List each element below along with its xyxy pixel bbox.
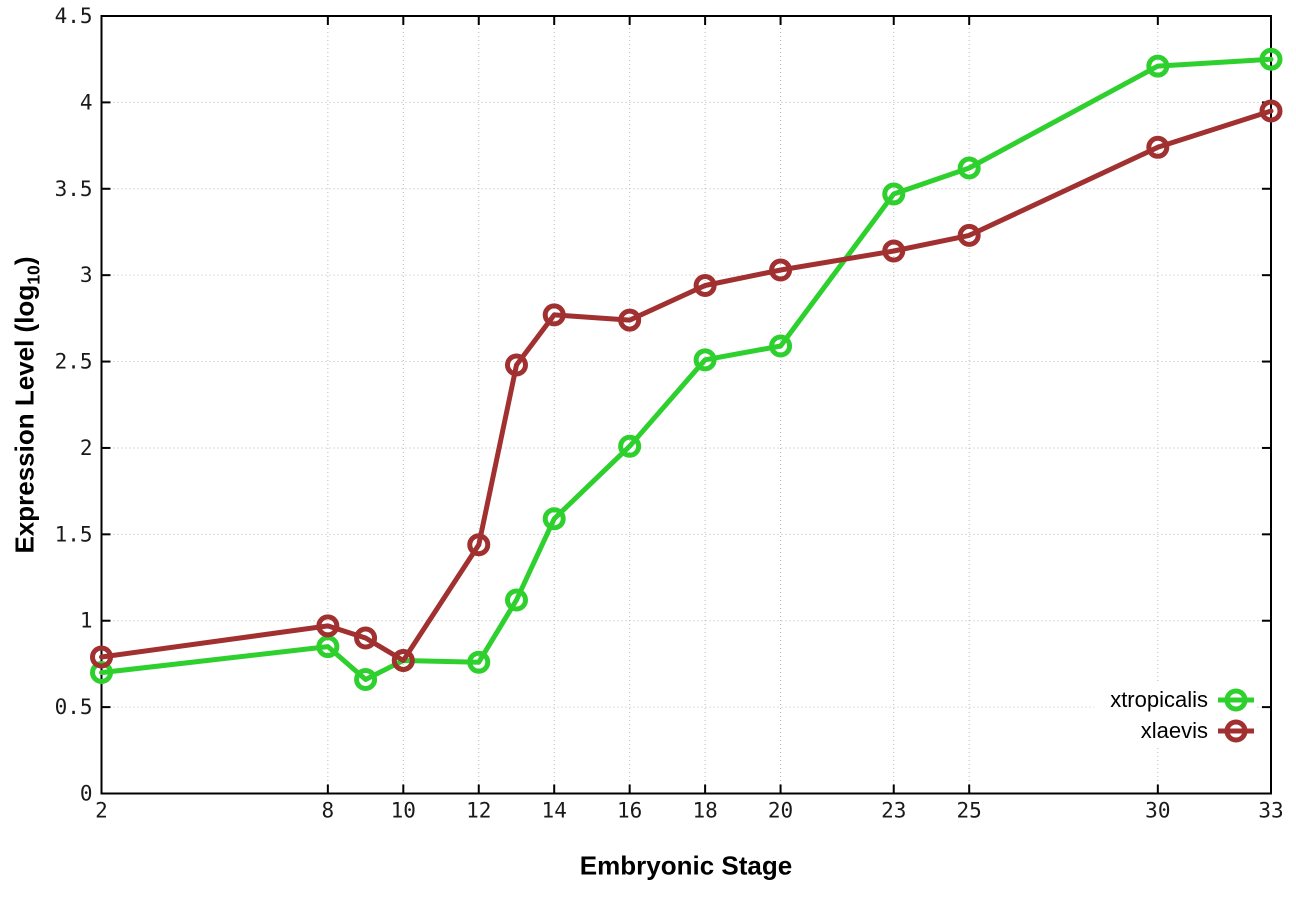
y-tick-label: 0.5: [55, 695, 93, 719]
data-point-xtropicalis: [693, 348, 717, 372]
legend: xtropicalis xlaevis: [1094, 684, 1256, 746]
x-tick-label: 10: [391, 799, 416, 823]
data-point-xlaevis: [882, 239, 906, 263]
y-axis-title-subscript: 10: [23, 265, 44, 285]
data-point-xlaevis: [957, 223, 981, 247]
x-tick-label: 2: [95, 799, 108, 823]
data-point-xlaevis: [769, 258, 793, 282]
series-line-xlaevis: [99, 108, 1274, 663]
data-point-xlaevis: [618, 308, 642, 332]
data-point-xlaevis: [316, 614, 340, 638]
plot-border: [100, 15, 1272, 795]
legend-sample-xlaevis: [1218, 719, 1254, 742]
y-tick-label: 3.5: [55, 177, 93, 201]
y-tick-label: 0: [80, 782, 93, 806]
x-tick-label: 25: [957, 799, 982, 823]
data-point-xtropicalis: [957, 156, 981, 180]
legend-label-xlaevis: xlaevis: [1140, 717, 1208, 743]
legend-item-xtropicalis: xtropicalis: [1110, 684, 1256, 715]
y-axis-title: Expression Level (log10): [9, 256, 44, 553]
data-point-xtropicalis: [618, 434, 642, 458]
legend-sample-xtropicalis: [1218, 688, 1254, 711]
legend-sample-marker: [1224, 719, 1248, 742]
data-point-xlaevis: [391, 648, 415, 672]
data-point-xlaevis: [1146, 135, 1170, 159]
x-tick-label: 18: [692, 799, 717, 823]
data-point-xlaevis: [1259, 99, 1283, 123]
x-tick-label: 12: [466, 799, 491, 823]
data-point-xlaevis: [90, 645, 113, 669]
x-tick-label: 20: [768, 799, 793, 823]
x-tick-label: 16: [617, 799, 642, 823]
x-axis-title: Embryonic Stage: [579, 850, 793, 881]
x-tick-label: 14: [542, 799, 567, 823]
x-tick-label: 8: [322, 799, 335, 823]
data-point-xtropicalis: [1259, 47, 1283, 71]
data-point-xlaevis: [504, 353, 528, 377]
data-point-xtropicalis: [882, 182, 906, 206]
data-point-xtropicalis: [1146, 54, 1170, 78]
y-tick-label: 3: [80, 263, 93, 287]
y-tick-label: 4: [80, 90, 93, 114]
y-tick-label: 4.5: [55, 4, 93, 28]
data-point-xtropicalis: [467, 650, 491, 674]
x-tick-label: 33: [1258, 799, 1283, 823]
legend-label-xtropicalis: xtropicalis: [1110, 686, 1208, 712]
data-point-xlaevis: [354, 626, 378, 650]
data-point-xtropicalis: [354, 667, 378, 691]
series-line-xtropicalis: [99, 56, 1274, 682]
y-tick-label: 2: [80, 436, 93, 460]
legend-item-xlaevis: xlaevis: [1110, 715, 1256, 746]
data-point-xlaevis: [693, 274, 717, 298]
x-tick-label: 23: [881, 799, 906, 823]
x-tick-label: 30: [1145, 799, 1170, 823]
data-point-xlaevis: [542, 303, 566, 327]
y-tick-label: 2.5: [55, 350, 93, 374]
data-point-xtropicalis: [769, 334, 793, 358]
data-point-xtropicalis: [316, 635, 340, 659]
y-tick-label: 1: [80, 609, 93, 633]
legend-sample-marker: [1224, 688, 1248, 711]
y-axis-title-text: Expression Level (log: [9, 284, 40, 554]
y-axis-title-suffix: ): [9, 256, 40, 266]
y-tick-label: 1.5: [55, 522, 93, 546]
data-point-xtropicalis: [504, 588, 528, 612]
data-point-xlaevis: [467, 533, 491, 557]
data-point-xtropicalis: [542, 507, 566, 531]
